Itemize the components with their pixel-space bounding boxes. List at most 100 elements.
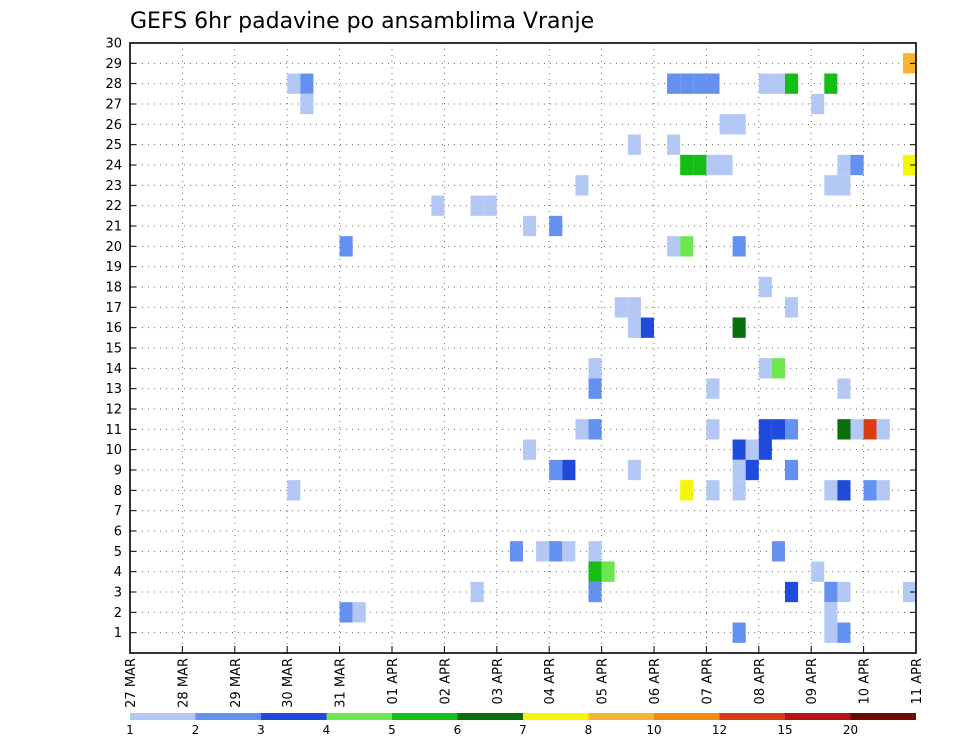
y-tick-label: 6 [114, 525, 122, 540]
x-tick-label: 30 MAR [281, 658, 296, 708]
precip-cell [771, 73, 785, 94]
legend-label: 1 [126, 723, 134, 737]
precip-cell [732, 480, 746, 501]
x-tick-label: 02 APR [438, 658, 453, 704]
x-tick-label: 01 APR [386, 658, 401, 704]
y-tick-label: 3 [114, 586, 122, 601]
legend-swatch [130, 713, 196, 720]
precip-cell [627, 134, 641, 155]
y-tick-label: 11 [105, 423, 122, 438]
precip-cell [706, 73, 720, 94]
y-tick-label: 8 [114, 484, 122, 499]
precip-cell [300, 73, 314, 94]
x-tick-label: 27 MAR [124, 658, 139, 708]
precip-cell [719, 154, 733, 176]
precip-cell [837, 419, 851, 440]
x-tick-label: 06 APR [648, 658, 663, 704]
precip-cell [640, 317, 654, 338]
precip-cell [693, 154, 707, 176]
y-tick-label: 16 [105, 321, 122, 336]
precip-cell [588, 581, 602, 603]
y-tick-label: 27 [105, 98, 122, 113]
x-tick-label: 03 APR [491, 658, 506, 704]
precip-cell [575, 419, 589, 440]
precip-cell [785, 297, 799, 318]
y-tick-label: 29 [105, 57, 122, 72]
x-tick-label: 07 APR [700, 658, 715, 704]
precip-cell [811, 93, 825, 115]
legend-label: 10 [646, 723, 661, 737]
precip-cell [706, 378, 720, 399]
precip-cell [431, 195, 445, 216]
y-tick-label: 18 [105, 281, 122, 296]
color-legend: 1 2 3 4 5 6 7 8 10 12 15 20 [126, 713, 916, 737]
precip-cell [785, 419, 799, 440]
precip-cell [824, 175, 838, 196]
precip-cell [680, 480, 694, 501]
precip-cell [902, 154, 916, 176]
y-tick-label: 13 [105, 382, 122, 397]
precip-cell [509, 541, 523, 562]
legend-label: 3 [257, 723, 265, 737]
precip-cell [837, 622, 851, 643]
y-tick-label: 20 [105, 240, 122, 255]
precip-cell [627, 317, 641, 338]
precip-cell [562, 459, 576, 481]
y-axis-ticks: 1234567891011121314151617181920212223242… [105, 37, 916, 641]
y-tick-label: 30 [105, 37, 122, 52]
y-tick-label: 10 [105, 443, 122, 458]
precip-cell [549, 215, 563, 237]
x-tick-label: 09 APR [805, 658, 820, 704]
precip-cell [575, 175, 589, 196]
precip-cell [300, 93, 314, 115]
precip-cell [745, 439, 759, 460]
precip-cell [785, 73, 799, 94]
legend-swatch [261, 713, 327, 720]
legend-swatch [654, 713, 720, 720]
precip-cell [824, 480, 838, 501]
precip-cell [902, 53, 916, 74]
legend-label: 15 [777, 723, 792, 737]
precip-cell [758, 73, 772, 94]
precip-cell [837, 480, 851, 501]
precip-cell [549, 541, 563, 562]
precip-cell [549, 459, 563, 481]
precip-cell [693, 73, 707, 94]
legend-label: 2 [192, 723, 200, 737]
precip-cell [837, 175, 851, 196]
legend-swatch [785, 713, 851, 720]
precip-cell [758, 358, 772, 379]
x-tick-label: 08 APR [753, 658, 768, 704]
x-tick-label: 11 APR [910, 658, 925, 704]
precip-cell [745, 459, 759, 481]
precip-cell [627, 459, 641, 481]
precip-cell [588, 358, 602, 379]
precip-cell [614, 297, 628, 318]
precip-cell [811, 561, 825, 582]
precip-cell [863, 480, 877, 501]
legend-label: 5 [388, 723, 396, 737]
precip-cell [667, 73, 681, 94]
precip-cell [824, 622, 838, 643]
precip-cell [732, 114, 746, 135]
x-axis-ticks: 27 MAR 28 MAR 29 MAR 30 MAR 31 MAR 01 APR 02 A… [124, 646, 925, 708]
precip-cell [837, 581, 851, 603]
precip-cell [824, 602, 838, 623]
precip-cell [771, 541, 785, 562]
y-tick-label: 14 [105, 362, 122, 377]
precip-cell [287, 73, 301, 94]
legend-label: 7 [519, 723, 527, 737]
precip-cell [470, 581, 484, 603]
precip-cell [523, 439, 537, 460]
legend-swatch [850, 713, 916, 720]
precip-cell [876, 480, 890, 501]
precip-cell [824, 581, 838, 603]
y-tick-label: 2 [114, 606, 122, 621]
precip-cell [732, 622, 746, 643]
precip-cell [706, 419, 720, 440]
precip-cell [536, 541, 550, 562]
precip-cell [339, 236, 353, 257]
precip-cell [680, 154, 694, 176]
x-tick-label: 28 MAR [176, 658, 191, 708]
